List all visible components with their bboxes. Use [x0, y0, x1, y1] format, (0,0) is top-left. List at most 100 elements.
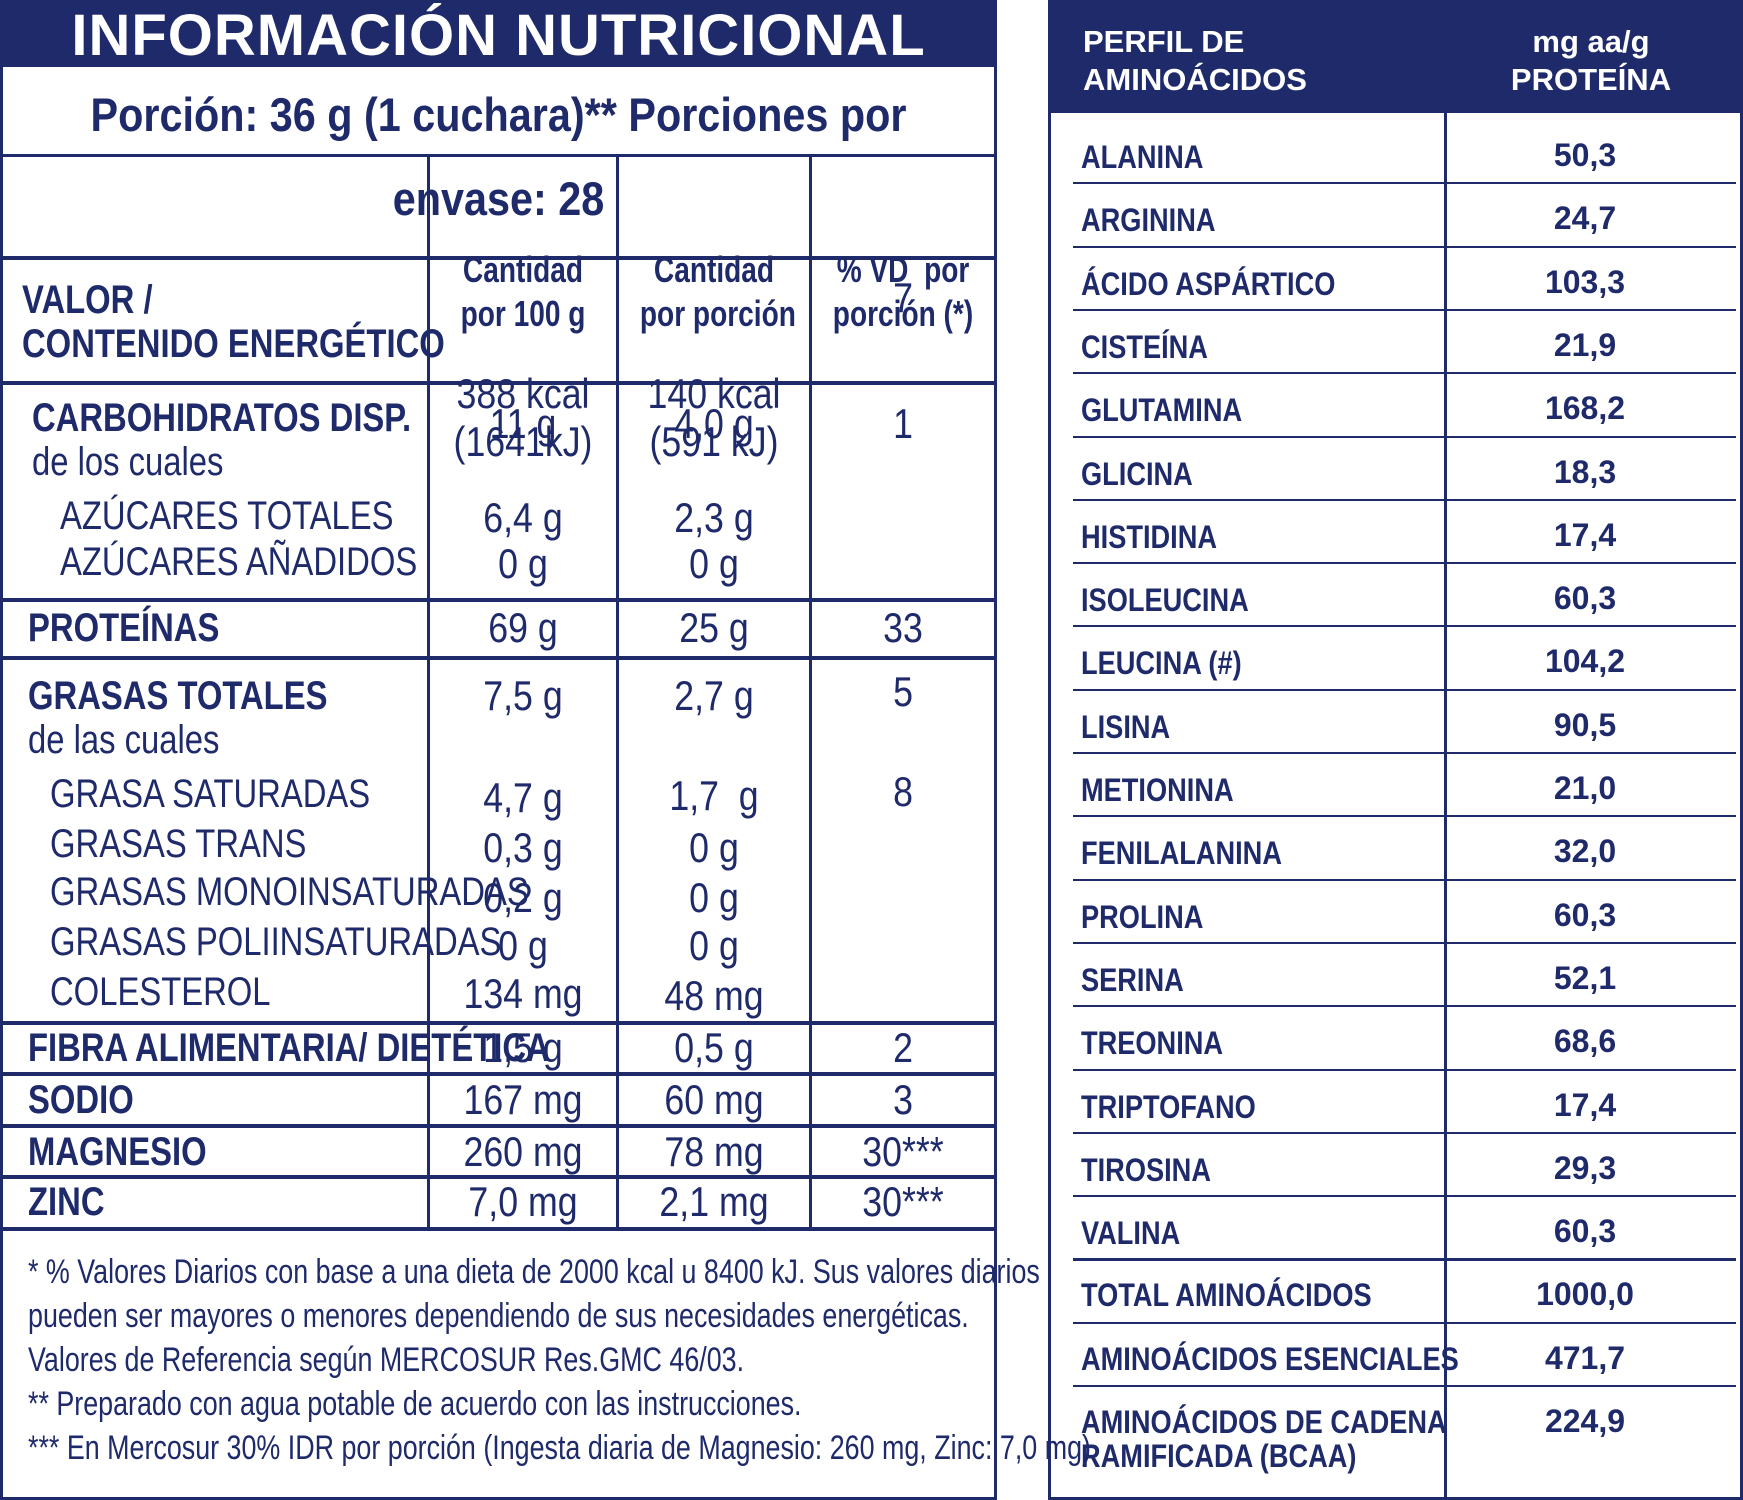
- amino-name: TREONINA: [1081, 1025, 1224, 1062]
- sugar-total-label: AZÚCARES TOTALES: [60, 494, 394, 538]
- column-divider: [427, 154, 430, 1227]
- sat-fat-vd: 8: [893, 768, 913, 815]
- row-divider: [1073, 752, 1736, 754]
- protein-per100: 69 g: [488, 604, 558, 651]
- amino-name: GLUTAMINA: [1081, 392, 1243, 429]
- fiber-label: FIBRA ALIMENTARIA/ DIETÉTICA: [28, 1026, 550, 1070]
- divider: [0, 1072, 997, 1076]
- amino-value: 90,5: [1553, 706, 1617, 743]
- row-divider: [1073, 498, 1736, 501]
- poly-fat-per100: 0 g: [498, 922, 548, 969]
- fat-label: GRASAS TOTALES: [28, 674, 328, 718]
- amino-total-name: TOTAL AMINOÁCIDOS: [1081, 1277, 1372, 1314]
- row-divider: [1073, 562, 1736, 565]
- amino-row: ARGININA 24,7: [1051, 188, 1740, 251]
- trans-fat-per-portion: 0 g: [689, 824, 739, 871]
- divider: [0, 1021, 997, 1025]
- carbs-per100: 11 g: [489, 400, 557, 447]
- footnote-4: ** Preparado con agua potable de acuerdo…: [28, 1385, 802, 1423]
- header-per-100g: Cantidad por 100 g: [460, 249, 586, 334]
- amino-value: 17,4: [1553, 1086, 1617, 1123]
- amino-row: METIONINA 21,0: [1051, 758, 1740, 821]
- mono-fat-per100: 0,2 g: [483, 874, 563, 921]
- amino-total-value: 224,9: [1544, 1403, 1626, 1439]
- amino-name: PROLINA: [1081, 898, 1204, 935]
- amino-row: SERINA 52,1: [1051, 948, 1740, 1011]
- amino-row: HISTIDINA 17,4: [1051, 505, 1740, 568]
- fat-per-portion: 2,7 g: [674, 672, 754, 719]
- divider: [0, 1124, 997, 1128]
- amino-value: 103,3: [1544, 263, 1626, 300]
- amino-value: 29,3: [1553, 1149, 1617, 1186]
- row-divider: [1073, 1005, 1736, 1008]
- magnesium-per100: 260 mg: [463, 1128, 583, 1175]
- amino-name: ARGININA: [1081, 202, 1216, 239]
- footnote-5: *** En Mercosur 30% IDR por porción (Ing…: [28, 1429, 1091, 1467]
- amino-name: ALANINA: [1081, 139, 1204, 175]
- protein-label: PROTEÍNAS: [28, 606, 220, 650]
- energy-per-portion: 140 kcal (591 kJ): [647, 370, 781, 465]
- divider: [0, 154, 997, 157]
- poly-fat-per-portion: 0 g: [689, 922, 739, 969]
- carbs-label: CARBOHIDRATOS DISP.: [32, 396, 412, 440]
- divider: [0, 598, 997, 602]
- amino-value: 32,0: [1553, 833, 1617, 870]
- poly-fat-label: GRASAS POLIINSATURADAS: [50, 920, 502, 964]
- amino-header-col2: mg aa/g PROTEÍNA: [1510, 24, 1672, 97]
- amino-name: VALINA: [1081, 1215, 1181, 1252]
- amino-row: FENILALANINA 32,0: [1051, 821, 1740, 884]
- divider: [0, 1227, 997, 1231]
- amino-row: GLICINA 18,3: [1051, 442, 1740, 505]
- amino-header-col1: PERFIL DE AMINOÁCIDOS: [1083, 24, 1307, 97]
- amino-value: 168,2: [1544, 390, 1626, 427]
- amino-row: LEUCINA (#) 104,2: [1051, 631, 1740, 694]
- fiber-per-portion: 0,5 g: [674, 1024, 754, 1071]
- sugar-total-per100: 6,4 g: [483, 494, 563, 541]
- row-divider: [1073, 1321, 1736, 1324]
- amino-row: TREONINA 68,6: [1051, 1011, 1740, 1074]
- sugar-total-per-portion: 2,3 g: [674, 494, 754, 541]
- amino-value: 50,3: [1553, 137, 1617, 173]
- amino-column-divider: [1444, 113, 1447, 1500]
- amino-name: CISTEÍNA: [1081, 328, 1208, 365]
- row-divider: [1073, 1385, 1736, 1387]
- cholesterol-per100: 134 mg: [463, 970, 583, 1017]
- amino-name: GLICINA: [1081, 455, 1193, 492]
- amino-name: HISTIDINA: [1081, 518, 1217, 555]
- energy-label: VALOR /: [22, 278, 153, 322]
- amino-name: SERINA: [1081, 961, 1184, 998]
- serving-info: Porción: 36 g (1 cuchara)** Porciones po…: [90, 88, 907, 225]
- row-divider: [1073, 182, 1736, 185]
- fat-sub: de las cuales: [28, 718, 220, 762]
- amino-name: ÁCIDO ASPÁRTICO: [1081, 265, 1336, 302]
- amino-row: ALANINA 50,3: [1051, 125, 1740, 188]
- row-divider: [1073, 815, 1736, 818]
- amino-row: PROLINA 60,3: [1051, 885, 1740, 948]
- amino-row: TRIPTOFANO 17,4: [1051, 1075, 1740, 1138]
- row-divider: [1073, 1195, 1736, 1198]
- amino-header: PERFIL DE AMINOÁCIDOS mg aa/g PROTEÍNA: [1051, 3, 1740, 113]
- zinc-vd: 30***: [862, 1178, 944, 1225]
- amino-name: METIONINA: [1081, 772, 1234, 808]
- footnote-2: pueden ser mayores o menores dependiendo…: [28, 1297, 969, 1335]
- magnesium-per-portion: 78 mg: [664, 1128, 764, 1175]
- amino-value: 60,3: [1553, 896, 1617, 933]
- cholesterol-label: COLESTEROL: [50, 970, 271, 1014]
- zinc-label: ZINC: [28, 1180, 105, 1224]
- mono-fat-per-portion: 0 g: [689, 874, 739, 921]
- magnesium-label: MAGNESIO: [28, 1130, 207, 1174]
- protein-vd: 33: [883, 604, 923, 651]
- sugar-added-label: AZÚCARES AÑADIDOS: [60, 540, 418, 584]
- amino-total-value: 1000,0: [1536, 1276, 1634, 1313]
- row-divider: [1073, 245, 1736, 248]
- sat-fat-per100: 4,7 g: [483, 774, 563, 821]
- amino-name: TRIPTOFANO: [1081, 1088, 1256, 1125]
- nutrition-title: INFORMACIÓN NUTRICIONAL: [3, 3, 994, 68]
- amino-row: ÁCIDO ASPÁRTICO 103,3: [1051, 252, 1740, 315]
- energy-per100: 388 kcal (1641kJ): [453, 370, 593, 465]
- amino-value: 24,7: [1553, 200, 1617, 237]
- sodium-label: SODIO: [28, 1078, 134, 1122]
- amino-name: FENILALANINA: [1081, 835, 1282, 872]
- amino-acid-panel: PERFIL DE AMINOÁCIDOS mg aa/g PROTEÍNA ALA…: [1048, 0, 1743, 1500]
- fat-per100: 7,5 g: [483, 672, 563, 719]
